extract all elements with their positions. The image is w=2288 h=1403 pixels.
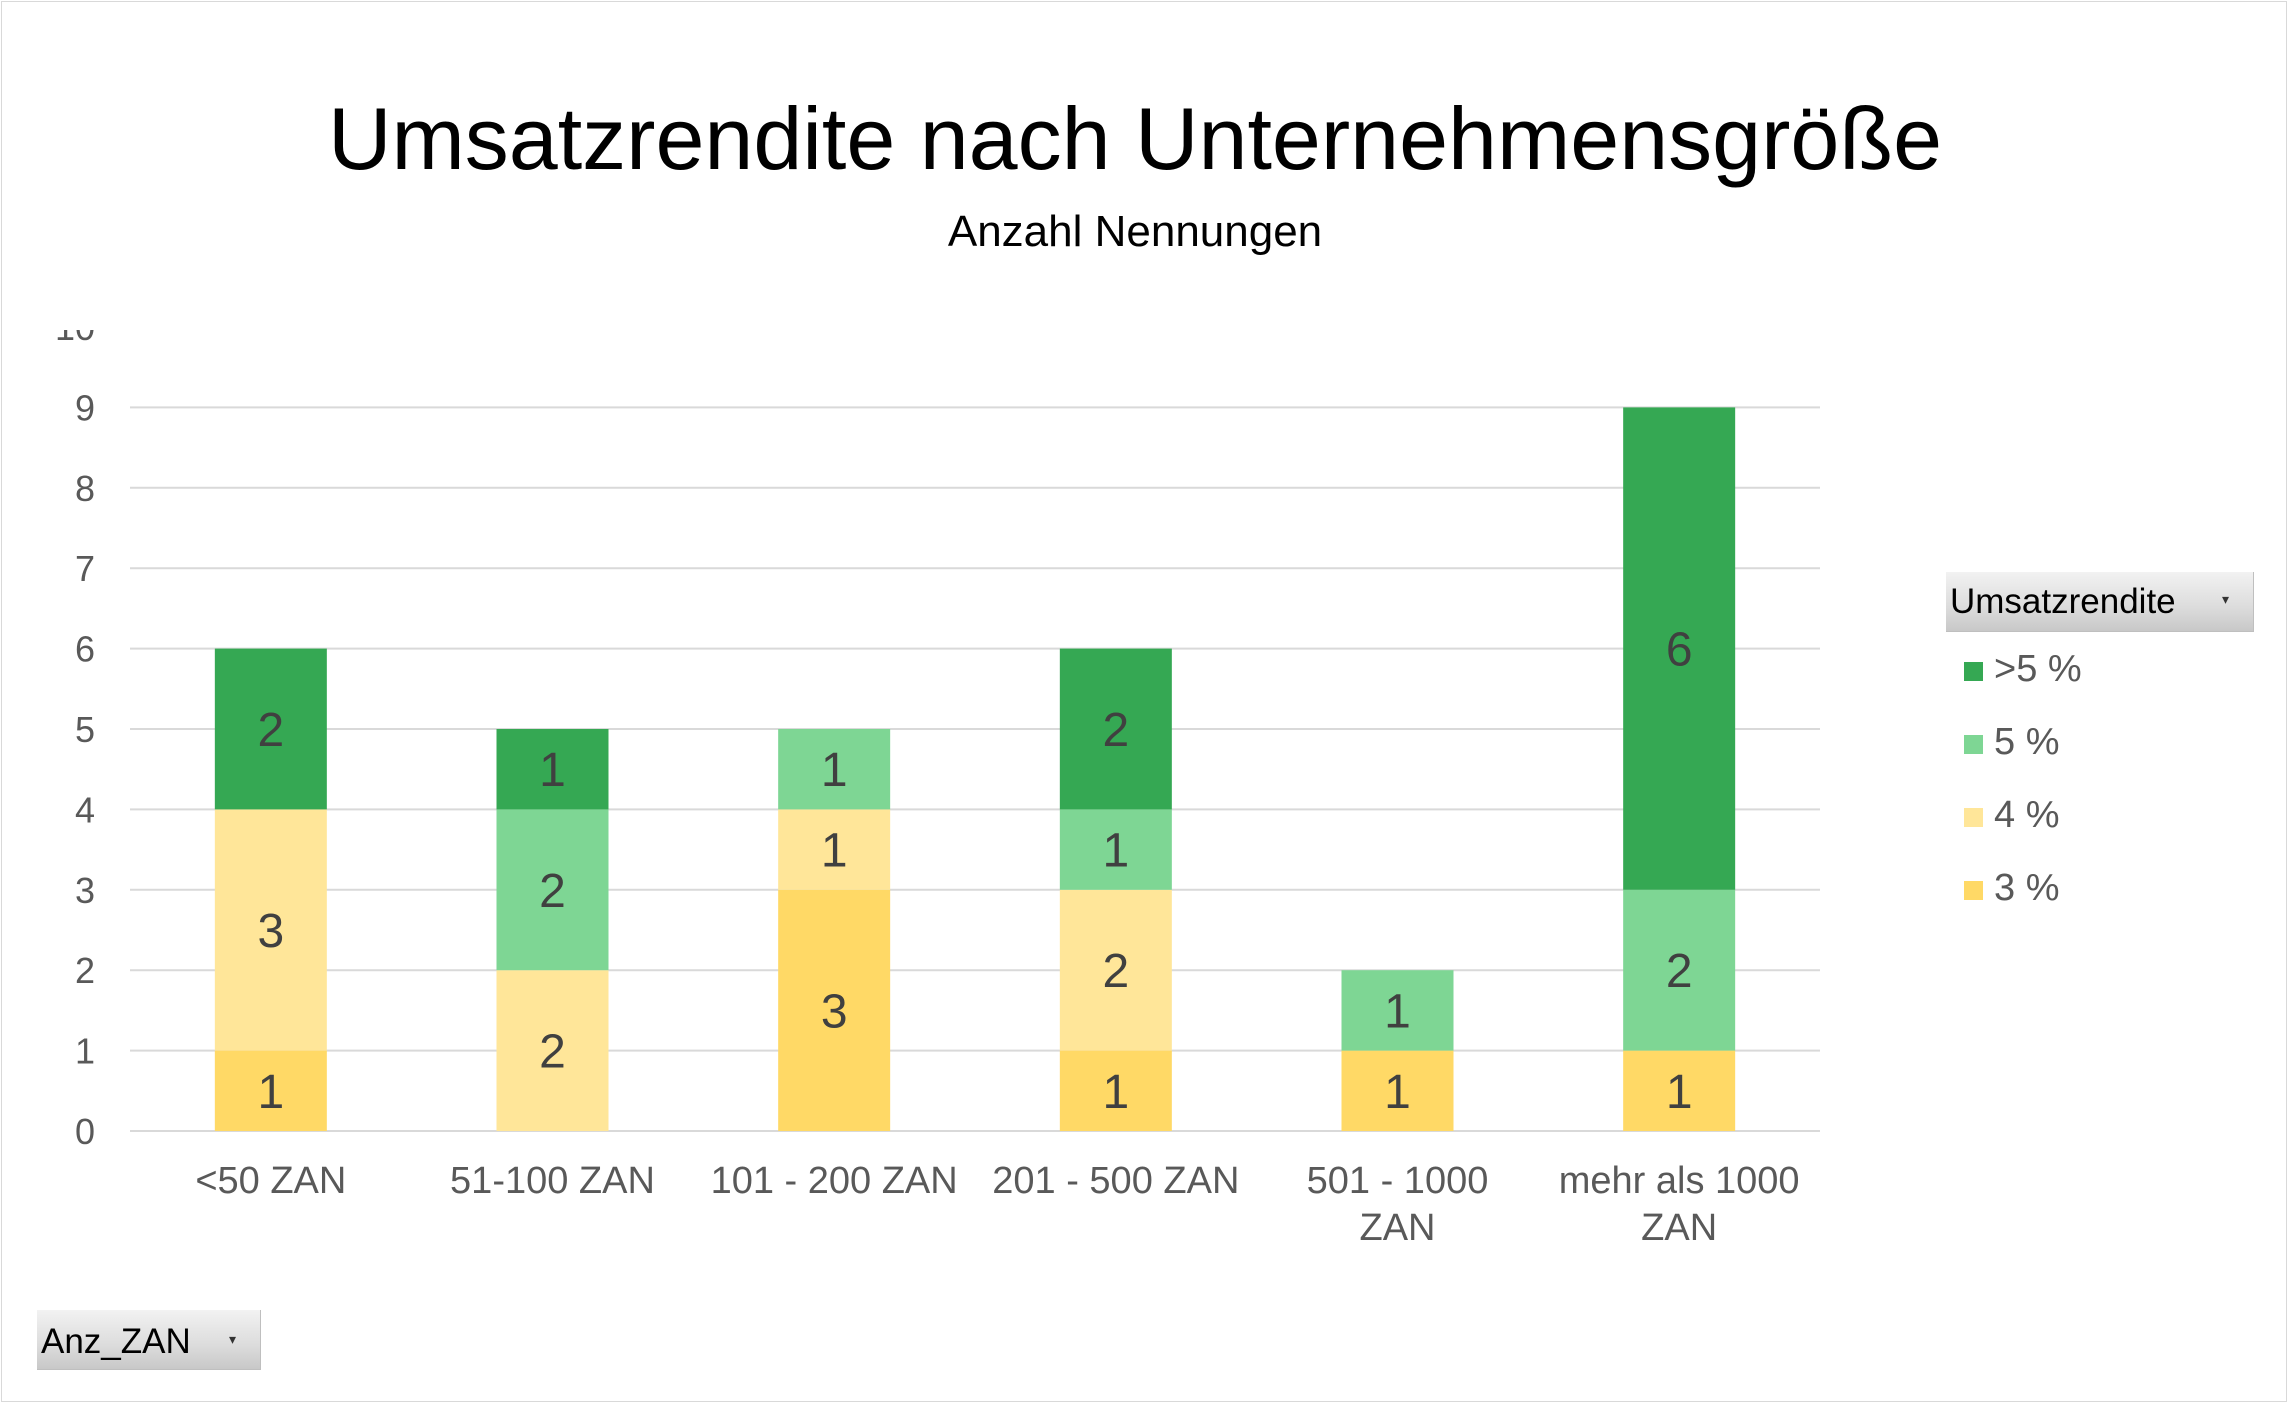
- bar-segment: [1059, 648, 1172, 810]
- data-label: 1: [1384, 1066, 1411, 1119]
- bar-segment: [1623, 407, 1736, 890]
- bar-segment: [1341, 970, 1454, 1051]
- bar-segment: [214, 809, 327, 1051]
- x-tick-label: ZAN: [1360, 1207, 1436, 1249]
- data-label: 1: [539, 744, 566, 797]
- data-label: 3: [821, 985, 848, 1038]
- legend-title: Umsatzrendite: [1950, 582, 2176, 621]
- bar-segment: [1623, 1050, 1736, 1131]
- filter-button-label: Anz_ZAN: [41, 1322, 191, 1361]
- legend-swatch: [1964, 808, 1983, 827]
- data-label: 2: [257, 704, 284, 757]
- x-tick-label: ZAN: [1641, 1207, 1717, 1249]
- anz-zan-filter-button[interactable]: Anz_ZAN ▾: [37, 1310, 261, 1370]
- data-label: 6: [1666, 624, 1693, 677]
- y-tick-label: 7: [75, 548, 95, 589]
- legend-filter-button[interactable]: Umsatzrendite ▾: [1946, 572, 2254, 632]
- y-tick-label: 8: [75, 468, 95, 509]
- chart-title: Umsatzrendite nach Unternehmensgröße: [327, 89, 1943, 188]
- y-tick-label: 6: [75, 629, 95, 670]
- data-label: 1: [1102, 1066, 1129, 1119]
- bar-segment: [496, 809, 609, 971]
- legend-label: >5 %: [1994, 648, 2082, 690]
- data-label: 2: [539, 1026, 566, 1079]
- data-label: 1: [1666, 1066, 1693, 1119]
- legend-label: 3 %: [1994, 867, 2060, 909]
- plot-content: 0 1 2 3 4 5 6 7 8 9 10 1 3 2 2 2 1 3 1 1 1 2 1 2 1 1 1 2 6: [55, 307, 1820, 1152]
- y-tick-label: 0: [75, 1111, 95, 1152]
- x-tick-label: <50 ZAN: [195, 1160, 346, 1202]
- legend-label: 5 %: [1994, 721, 2060, 763]
- data-label: 2: [1102, 704, 1129, 757]
- x-tick-label: 201 - 500 ZAN: [992, 1160, 1239, 1202]
- data-label: 3: [257, 905, 284, 958]
- y-tick-label: 2: [75, 950, 95, 991]
- bar-segment: [496, 970, 609, 1131]
- x-tick-label: 101 - 200 ZAN: [711, 1160, 958, 1202]
- bar-segment: [1341, 1050, 1454, 1131]
- bar-segment: [214, 1050, 327, 1131]
- y-tick-label: 5: [75, 709, 95, 750]
- legend-swatch: [1964, 662, 1983, 681]
- data-label: 1: [821, 744, 848, 797]
- legend-swatch: [1964, 881, 1983, 900]
- dropdown-arrow-icon[interactable]: ▾: [2221, 592, 2229, 608]
- bar-segment: [1059, 809, 1172, 890]
- x-tick-label: 51-100 ZAN: [450, 1160, 655, 1202]
- chart-subtitle: Anzahl Nennungen: [947, 207, 1323, 256]
- bar-segment: [1059, 889, 1172, 1051]
- bar-segment: [1623, 889, 1736, 1051]
- y-tick-label: 1: [75, 1031, 95, 1072]
- legend-swatch: [1964, 735, 1983, 754]
- data-label: 1: [1102, 825, 1129, 878]
- legend-label: 4 %: [1994, 794, 2060, 836]
- data-label: 1: [1384, 985, 1411, 1038]
- bar-segment: [778, 729, 891, 810]
- data-label: 1: [257, 1066, 284, 1119]
- x-tick-label: mehr als 1000: [1559, 1160, 1800, 1202]
- data-label: 2: [1102, 945, 1129, 998]
- dropdown-arrow-icon[interactable]: ▾: [228, 1332, 236, 1348]
- bar-segment: [778, 889, 891, 1131]
- y-tick-label: 3: [75, 870, 95, 911]
- bar-segment: [1059, 1050, 1172, 1131]
- y-tick-label: 9: [75, 387, 95, 428]
- bar-segment: [496, 729, 609, 810]
- data-label: 2: [1666, 945, 1693, 998]
- y-tick-label: 4: [75, 789, 95, 830]
- bar-segment: [214, 648, 327, 810]
- x-tick-label: 501 - 1000: [1307, 1160, 1489, 1202]
- bar-segment: [778, 809, 891, 890]
- data-label: 2: [539, 865, 566, 918]
- y-tick-label: 10: [55, 307, 95, 348]
- data-label: 1: [821, 825, 848, 878]
